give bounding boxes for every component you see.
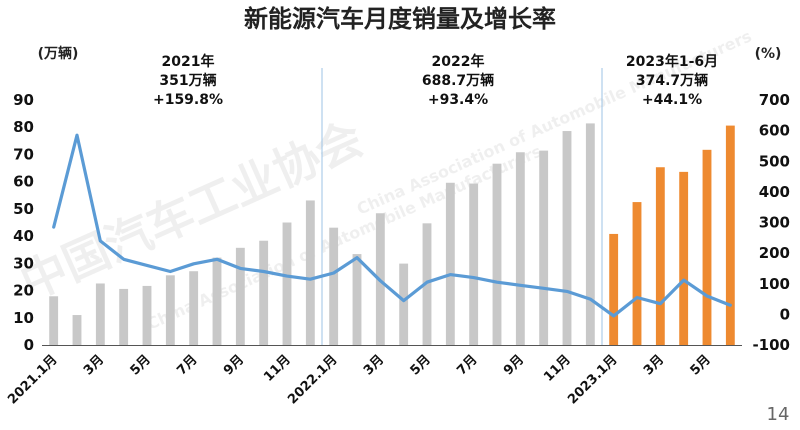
sales-bar-18 [445,182,455,345]
sales-bar-21 [515,152,525,345]
left-tick-label-50: 50 [13,200,34,218]
sales-bar-23 [562,131,572,345]
left-axis-unit: (万辆) [38,45,79,62]
left-axis-ticks: 0 10 20 30 40 50 60 70 80 90 [13,91,34,354]
annotation-2-growth: +93.4% [428,92,488,108]
year-dividers [321,68,603,345]
x-tick-label-7: 7月 [174,352,200,378]
left-tick-label-20: 20 [13,282,34,300]
left-tick-label-60: 60 [13,173,34,191]
left-tick-label-10: 10 [13,309,34,327]
left-tick-label-40: 40 [13,227,34,245]
annotation-2-total: 688.7万辆 [422,72,494,89]
page-number: 14 [767,404,790,425]
annotation-1-growth: +159.8% [153,92,223,108]
left-tick-label-0: 0 [24,336,34,354]
sales-bar-10 [259,240,269,345]
x-tick-label-27: 3月 [641,352,667,378]
x-tick-label-9: 9月 [221,352,247,378]
sales-bar-29 [702,149,712,345]
x-tick-label-21: 9月 [501,352,527,378]
growth-rate-line [52,133,732,318]
x-tick-label-3: 3月 [81,352,107,378]
x-tick-label-1: 2021.1月 [5,352,60,407]
left-tick-label-70: 70 [13,145,34,163]
sales-bar-26 [632,202,642,345]
sales-bar-7 [189,271,199,345]
sales-bar-5 [142,285,152,345]
x-tick-label-11: 11月 [261,352,294,385]
x-tick-label-29: 5月 [688,352,714,378]
sales-bar-8 [212,257,222,345]
x-tick-label-5: 5月 [128,352,154,378]
right-tick-label-200: 200 [759,244,790,262]
annotation-3-total: 374.7万辆 [636,72,708,89]
sales-bar-22 [539,150,549,345]
sales-bar-24 [585,123,595,346]
right-tick-label-500: 500 [759,152,790,170]
annotation-3-growth: +44.1% [642,92,702,108]
right-axis-unit: (%) [755,46,782,62]
sales-bar-4 [119,288,129,345]
sales-bar-6 [165,275,175,345]
sales-bar-12 [305,200,315,345]
annotation-1-total: 351万辆 [159,72,216,89]
year-annotations: 2021年 351万辆 +159.8% 2022年 688.7万辆 +93.4% 2023年… [153,53,718,108]
sales-bar-16 [399,263,409,345]
sales-bar-27 [655,167,665,345]
sales-bar-25 [609,233,619,345]
sales-bar-30 [725,125,735,345]
sales-bar-1 [49,296,59,345]
left-tick-label-90: 90 [13,91,34,109]
right-tick-label-300: 300 [759,214,790,232]
sales-bar-20 [492,163,502,345]
sales-bar-2 [72,315,82,345]
right-tick-label-0: 0 [780,305,790,323]
annotation-2-year: 2022年 [432,53,485,70]
right-tick-label-100: 100 [759,275,790,293]
sales-bar-11 [282,222,292,345]
right-tick-label--100: -100 [752,336,790,354]
x-tick-label-15: 3月 [361,352,387,378]
left-tick-label-30: 30 [13,254,34,272]
sales-bar-3 [95,283,105,345]
x-tick-label-13: 2022.1月 [285,352,340,407]
annotation-1-year: 2021年 [162,53,215,70]
x-tick-label-17: 5月 [408,352,434,378]
sales-bar-19 [469,183,479,345]
sales-bar-28 [679,171,689,345]
right-tick-label-400: 400 [759,183,790,201]
x-tick-label-23: 11月 [541,352,574,385]
x-tick-label-19: 7月 [454,352,480,378]
x-tick-label-25: 2023.1月 [565,352,620,407]
left-tick-label-80: 80 [13,118,34,136]
right-tick-label-600: 600 [759,122,790,140]
sales-bar-9 [235,247,245,345]
growth-line-layer [52,133,732,318]
sales-bar-14 [352,254,362,345]
chart-title: 新能源汽车月度销量及增长率 [244,5,556,33]
right-axis-ticks: -100 0 100 200 300 400 500 600 700 [752,91,790,354]
annotation-3-year: 2023年1-6月 [626,53,718,70]
sales-bar-13 [329,227,339,345]
right-tick-label-700: 700 [759,91,790,109]
